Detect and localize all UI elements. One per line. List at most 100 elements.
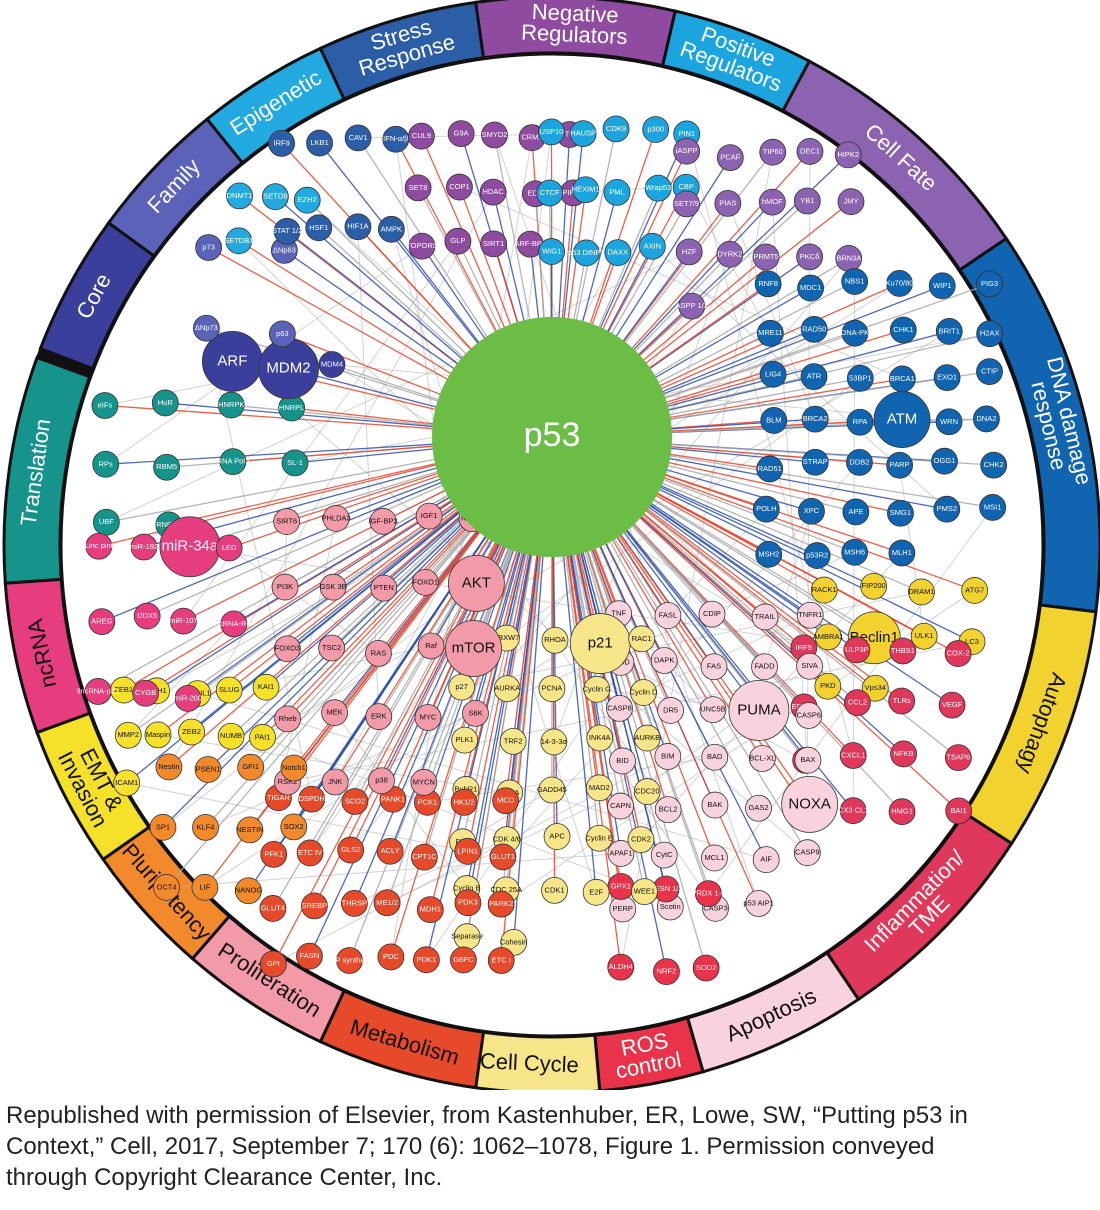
- node-rack1: [810, 576, 838, 604]
- node-label-pai1: PAI1: [255, 732, 271, 741]
- node-label-smg1: SMG1: [890, 508, 911, 517]
- node-label-mdc1: MDC1: [800, 283, 821, 292]
- node-label-unc5b: UNC5B: [700, 705, 725, 714]
- node-plk1: [451, 726, 479, 754]
- node-label-dr5: DR5: [663, 705, 678, 714]
- node-cox-2: [944, 640, 972, 667]
- node-label-scotin: Scotin: [660, 902, 681, 911]
- node-label-aurka: AURKA: [494, 684, 520, 693]
- node-casp8: [606, 694, 633, 722]
- node-label-tlrs: TLRs: [893, 696, 911, 705]
- node-rbm5: [153, 453, 181, 481]
- node-cdk1: [541, 876, 568, 904]
- edge-crosslink: [350, 258, 850, 851]
- node-label-p63: p63: [276, 329, 289, 338]
- node-hif1a: [344, 213, 372, 241]
- node-raf: [417, 632, 445, 660]
- node-label-p21: p21: [588, 635, 613, 652]
- node-label-rnpc1: RNPC1: [156, 520, 181, 529]
- node-p300: [642, 116, 670, 143]
- node-label-eifs: eIFs: [98, 400, 113, 409]
- node-label-igf1: IGF1: [421, 511, 438, 520]
- node-label-dspdh: DSPDH: [299, 794, 325, 803]
- edge-crosslink: [277, 518, 337, 798]
- node-label-glut1: GLUT1: [491, 852, 515, 861]
- node-label-pdk3: PDK3: [458, 898, 478, 907]
- node-label-atp-synthase: ATP synthase: [326, 956, 372, 965]
- node-sirt1: [480, 230, 507, 258]
- node-label-wrap53: Wrap53: [645, 183, 671, 192]
- node-sco2: [341, 788, 369, 815]
- node-pml: [603, 178, 631, 206]
- node-label-iaspp: iASPP: [676, 146, 698, 155]
- node-label-mtor: mTOR: [452, 639, 496, 656]
- node-icam1: [113, 769, 141, 797]
- node-label-casp9: CASP9: [795, 848, 820, 857]
- caption-line-2: Context,” Cell, 2017, September 7; 170 (…: [6, 1133, 935, 1160]
- node-label-vegf: VEGF: [942, 700, 963, 709]
- node-label-ifn: IFN-α/β: [383, 134, 409, 143]
- node-p73: [195, 234, 223, 261]
- node-mdh1: [416, 896, 444, 924]
- node-nestin: [236, 816, 264, 844]
- node-label-cyclin-d: Cyclin D: [630, 688, 659, 697]
- node-mcd: [492, 787, 519, 815]
- node-label-tsap6: TSAP6: [946, 753, 970, 762]
- node-cop1: [446, 173, 473, 201]
- node-cdip: [698, 600, 726, 628]
- node-cyclin-e: [585, 824, 613, 852]
- node-tlrs: [888, 687, 916, 715]
- node-bid: [609, 747, 636, 775]
- node-cul9: [408, 122, 435, 150]
- node-siva: [796, 652, 823, 680]
- node-cpt1c: [410, 843, 438, 871]
- node-akt: [447, 554, 505, 612]
- node-vegf: [938, 691, 966, 719]
- node-p53-aip1: [745, 890, 773, 917]
- node-smg1: [887, 499, 914, 527]
- node-eifs: [91, 392, 119, 419]
- node-ink4a: [586, 724, 614, 752]
- node-casp9: [793, 839, 821, 867]
- node-thrsp: [340, 890, 368, 917]
- network-svg: TranslationCoreFamilyEpigeneticStressRes…: [2, 0, 1100, 1095]
- node-label-jnk: JNK: [328, 777, 342, 786]
- ring-label-cellcycle: Cell Cycle: [479, 1048, 579, 1077]
- node-label-edd: EDD: [527, 189, 543, 198]
- node-lincrna-ror: [220, 610, 248, 638]
- node-set7-9: [673, 190, 700, 218]
- node-psen1: [194, 756, 222, 783]
- node-label-trf2: TRF2: [504, 736, 523, 745]
- node-yb1: [793, 187, 821, 215]
- node-label-pdk1: PDK1: [417, 955, 437, 964]
- node-atp-synthase: [336, 947, 363, 974]
- node-glut1: [489, 843, 517, 871]
- node-pfk1: [260, 840, 288, 868]
- node-label-pkd: PKD: [820, 681, 836, 690]
- node-label-dec1: DEC1: [800, 146, 820, 155]
- node-label-lkb1: LKB1: [310, 138, 328, 147]
- node-hnrpk: [217, 391, 245, 419]
- node-tsc2: [318, 634, 346, 662]
- node-gsk-3b: [319, 573, 347, 601]
- node-pig3: [976, 270, 1003, 298]
- node-dna2: [973, 405, 1000, 433]
- node-label-mir-200: miR-200: [174, 693, 202, 702]
- node-label-p73: p73: [202, 242, 215, 251]
- node-cygb: [132, 679, 160, 707]
- node-label-xpc: XPC: [804, 506, 820, 515]
- node-label-hexim1: HEXIM1: [572, 185, 600, 194]
- node-label-ambra1: AMBRA1: [813, 632, 844, 641]
- node-atg7: [961, 577, 989, 604]
- node-label-crm1: CRM1: [521, 133, 542, 142]
- caption-line-3: through Copyright Clearance Center, Inc.: [6, 1164, 443, 1191]
- node-label-cop1: COP1: [449, 182, 469, 191]
- node-label-strap: STRAP: [803, 457, 828, 466]
- node-apaf1: [607, 840, 635, 867]
- node-label-hipk2: HIPK2: [837, 150, 859, 159]
- node-strap: [801, 448, 829, 476]
- node-label-erk: ERK: [371, 712, 386, 721]
- node-label-noxa: NOXA: [788, 795, 831, 812]
- node-usp10: [538, 118, 565, 146]
- node-brit1: [935, 318, 963, 345]
